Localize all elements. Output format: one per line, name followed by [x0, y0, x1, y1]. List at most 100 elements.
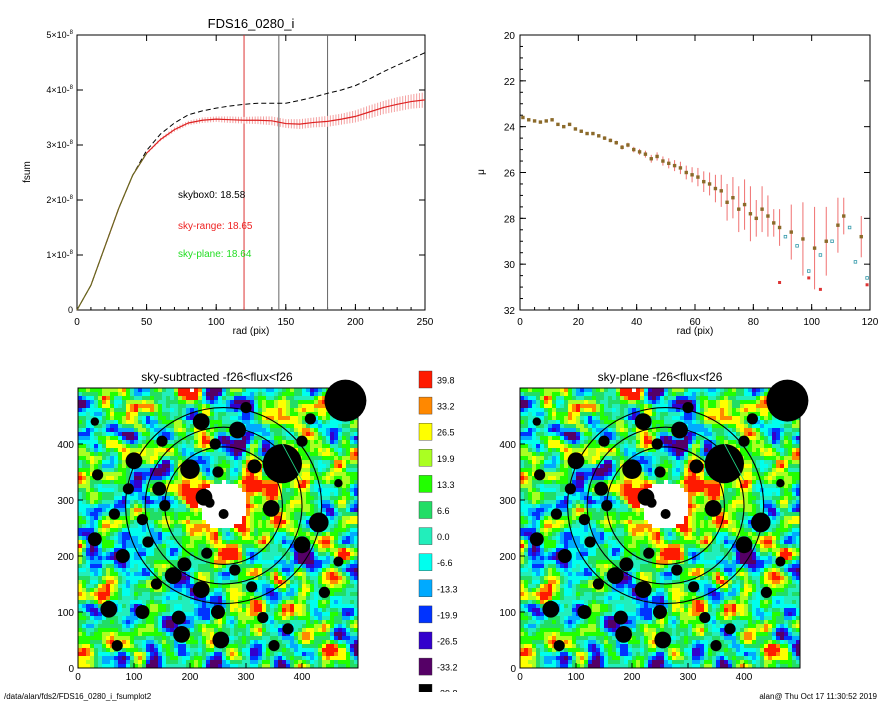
image-pixel	[134, 436, 139, 441]
image-pixel	[278, 484, 283, 489]
image-pixel	[302, 584, 307, 589]
image-pixel	[298, 572, 303, 577]
image-pixel	[298, 496, 303, 501]
image-pixel	[122, 496, 127, 501]
image-pixel	[150, 396, 155, 401]
image-pixel	[182, 524, 187, 529]
image-pixel	[338, 460, 343, 465]
image-pixel	[230, 620, 235, 625]
image-pixel	[306, 496, 311, 501]
image-pixel	[302, 480, 307, 485]
image-pixel	[330, 556, 335, 561]
image-pixel	[86, 484, 91, 489]
image-pixel	[142, 420, 147, 425]
image-pixel	[94, 600, 99, 605]
image-pixel	[238, 544, 243, 549]
image-pixel	[274, 596, 279, 601]
image-pixel	[134, 404, 139, 409]
image-pixel	[170, 628, 175, 633]
image-pixel	[302, 568, 307, 573]
image-pixel	[170, 552, 175, 557]
image-pixel	[258, 416, 263, 421]
image-pixel	[134, 584, 139, 589]
image-pixel	[318, 608, 323, 613]
image-pixel	[154, 608, 159, 613]
image-pixel	[166, 444, 171, 449]
image-pixel	[330, 444, 335, 449]
image-pixel	[334, 460, 339, 465]
image-pixel	[230, 560, 235, 565]
image-pixel	[118, 456, 123, 461]
image-pixel	[190, 424, 195, 429]
image-pixel	[150, 612, 155, 617]
image-pixel	[318, 628, 323, 633]
image-pixel	[334, 492, 339, 497]
image-pixel	[350, 512, 355, 517]
image-pixel	[190, 576, 195, 581]
image-pixel	[130, 592, 135, 597]
image-pixel	[250, 612, 255, 617]
image-pixel	[86, 516, 91, 521]
image-pixel	[190, 572, 195, 577]
image-pixel	[150, 400, 155, 405]
image-pixel	[270, 404, 275, 409]
image-pixel	[174, 400, 179, 405]
image-pixel	[126, 636, 131, 641]
image-pixel	[306, 512, 311, 517]
image-pixel	[118, 428, 123, 433]
image-pixel	[94, 448, 99, 453]
image-pixel	[246, 596, 251, 601]
image-pixel	[222, 420, 227, 425]
data-point	[789, 230, 793, 234]
image-pixel	[98, 432, 103, 437]
image-pixel	[94, 580, 99, 585]
image-pixel	[158, 544, 163, 549]
image-pixel	[350, 484, 355, 489]
image-pixel	[298, 516, 303, 521]
image-pixel	[86, 492, 91, 497]
image-pixel	[278, 604, 283, 609]
image-pixel	[302, 572, 307, 577]
image-pixel	[130, 556, 135, 561]
image-pixel	[306, 640, 311, 645]
image-pixel	[146, 488, 151, 493]
image-pixel	[246, 604, 251, 609]
image-pixel	[98, 600, 103, 605]
image-pixel	[334, 544, 339, 549]
image-pixel	[294, 572, 299, 577]
image-pixel	[106, 496, 111, 501]
image-pixel	[198, 532, 203, 537]
image-pixel	[94, 544, 99, 549]
image-pixel	[166, 520, 171, 525]
image-pixel	[346, 612, 351, 617]
image-pixel	[86, 616, 91, 621]
image-pixel	[206, 460, 211, 465]
image-pixel	[130, 508, 135, 513]
image-pixel	[174, 624, 179, 629]
image-pixel	[162, 448, 167, 453]
image-pixel	[262, 412, 267, 417]
image-pixel	[246, 516, 251, 521]
image-pixel	[214, 520, 219, 525]
image-pixel	[106, 408, 111, 413]
image-pixel	[186, 500, 191, 505]
image-pixel	[302, 464, 307, 469]
data-point	[532, 119, 537, 123]
image-pixel	[102, 492, 107, 497]
image-pixel	[178, 488, 183, 493]
image-pixel	[206, 508, 211, 513]
image-pixel	[218, 536, 223, 541]
data-point	[801, 237, 805, 241]
image-pixel	[106, 536, 111, 541]
image-pixel	[166, 512, 171, 517]
image-pixel	[138, 400, 143, 405]
image-pixel	[82, 628, 87, 633]
image-pixel	[110, 640, 115, 645]
image-pixel	[242, 524, 247, 529]
image-pixel	[242, 556, 247, 561]
image-pixel	[90, 488, 95, 493]
image-pixel	[86, 604, 91, 609]
image-pixel	[98, 608, 103, 613]
image-pixel	[142, 548, 147, 553]
image-pixel	[190, 540, 195, 545]
